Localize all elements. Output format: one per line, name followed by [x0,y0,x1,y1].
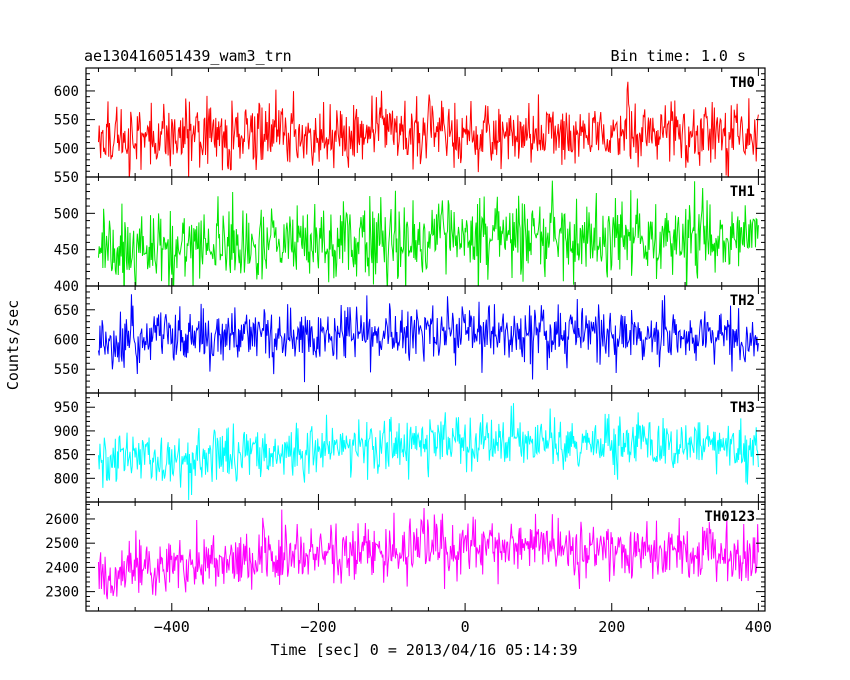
y-tick-label: 550 [54,113,79,129]
series-line-th0123 [97,508,759,600]
x-axis-label: Time [sec] 0 = 2013/04/16 05:14:39 [270,641,577,659]
x-axis: −400 −200 0 200 400 [154,618,772,636]
chart-title: ae130416051439_wam3_trn [84,47,292,65]
y-tick-label: 550 [54,362,79,378]
panel-stack: 500 550 600 TH0 400 450 500 550 TH1 550 600 650 TH2 8… [45,67,766,612]
y-tick-label: 650 [54,303,79,319]
series-line-th1 [97,180,759,286]
y-tick-label: 950 [54,400,79,416]
y-tick-label: 2400 [45,560,79,576]
y-tick-label: 2300 [45,585,79,601]
panel-frame [85,501,766,612]
y-tick-label: 2600 [45,512,79,528]
y-tick-label: 2500 [45,536,79,552]
x-tick-label: −400 [154,618,190,636]
x-tick-label: 200 [598,618,625,636]
series-label-th2: TH2 [730,293,755,309]
y-tick-label: 400 [54,279,79,295]
panel-th3: 800 850 900 950 TH3 [54,392,766,503]
series-line-th0 [97,81,759,177]
y-axis-label: Counts/sec [4,300,22,390]
y-tick-label: 600 [54,333,79,349]
panel-th1: 400 450 500 550 TH1 [54,170,766,295]
x-tick-label: −200 [300,618,336,636]
series-label-th1: TH1 [730,184,755,200]
y-tick-label: 450 [54,243,79,259]
y-tick-label: 850 [54,448,79,464]
y-tick-label: 900 [54,424,79,440]
panel-th0123: 2300 2400 2500 2600 TH0123 [45,501,766,612]
y-tick-label: 500 [54,206,79,222]
series-label-th0: TH0 [730,75,755,91]
series-label-th3: TH3 [730,400,755,416]
y-tick-label: 800 [54,471,79,487]
panel-th2: 550 600 650 TH2 [54,285,766,394]
x-tick-label: 400 [745,618,772,636]
series-line-th2 [97,294,759,383]
y-tick-label: 600 [54,84,79,100]
panel-th0: 500 550 600 TH0 [54,67,766,178]
y-tick-label: 550 [54,170,79,186]
y-tick-label: 500 [54,141,79,157]
panel-frame [85,67,766,178]
series-label-th0123: TH0123 [704,509,755,525]
x-tick-label: 0 [461,618,470,636]
bin-time-label: Bin time: 1.0 s [611,47,746,65]
series-line-th3 [97,403,759,500]
